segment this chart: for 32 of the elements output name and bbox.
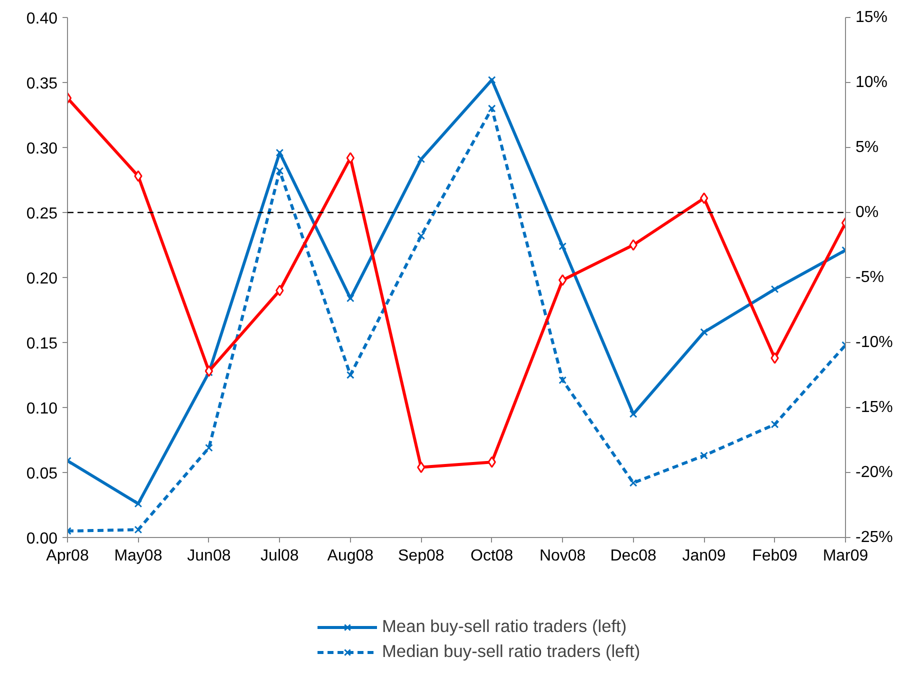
y-tick-label: 0.00: [26, 530, 58, 548]
y2-tick-label: 5%: [856, 139, 879, 156]
x-tick-label: Sep08: [398, 548, 444, 564]
y2-tick-label: -5%: [856, 269, 884, 286]
y-tick-label: 0.05: [26, 466, 58, 482]
x-tick-label: Jan09: [682, 548, 726, 564]
x-tick-label: Dec08: [610, 548, 657, 564]
y-tick-label: 0.20: [26, 270, 58, 288]
y-tick-label: 0.15: [26, 336, 58, 352]
y-tick-label: 0.30: [26, 140, 58, 158]
legend-label: Mean buy-sell ratio traders (left): [382, 616, 627, 637]
x-tick-label: May08: [114, 548, 162, 564]
y2-tick-label: -15%: [856, 399, 893, 416]
y2-tick-label: -20%: [856, 464, 893, 481]
y2-tick-label: 10%: [856, 74, 888, 91]
x-tick-label: Aug08: [327, 548, 374, 564]
x-tick-label: Apr08: [46, 548, 89, 564]
y-tick-label: 0.40: [26, 10, 58, 28]
y2-tick-label: 15%: [856, 9, 888, 26]
y2-tick-label: -10%: [856, 334, 893, 351]
x-tick-label: Feb09: [752, 548, 798, 564]
x-tick-label: Oct08: [470, 548, 514, 564]
x-tick-label: Nov08: [539, 548, 586, 564]
y2-tick-label: -25%: [856, 529, 893, 546]
x-tick-label: Jul08: [260, 548, 299, 564]
legend-label: Median buy-sell ratio traders (left): [382, 641, 640, 662]
y-tick-label: 0.35: [26, 76, 58, 92]
y-tick-label: 0.25: [26, 206, 58, 222]
y2-tick-label: 0%: [856, 204, 879, 221]
y-tick-label: 0.10: [26, 400, 58, 418]
x-tick-label: Jun08: [187, 548, 231, 564]
x-tick-label: Mar09: [822, 548, 868, 564]
